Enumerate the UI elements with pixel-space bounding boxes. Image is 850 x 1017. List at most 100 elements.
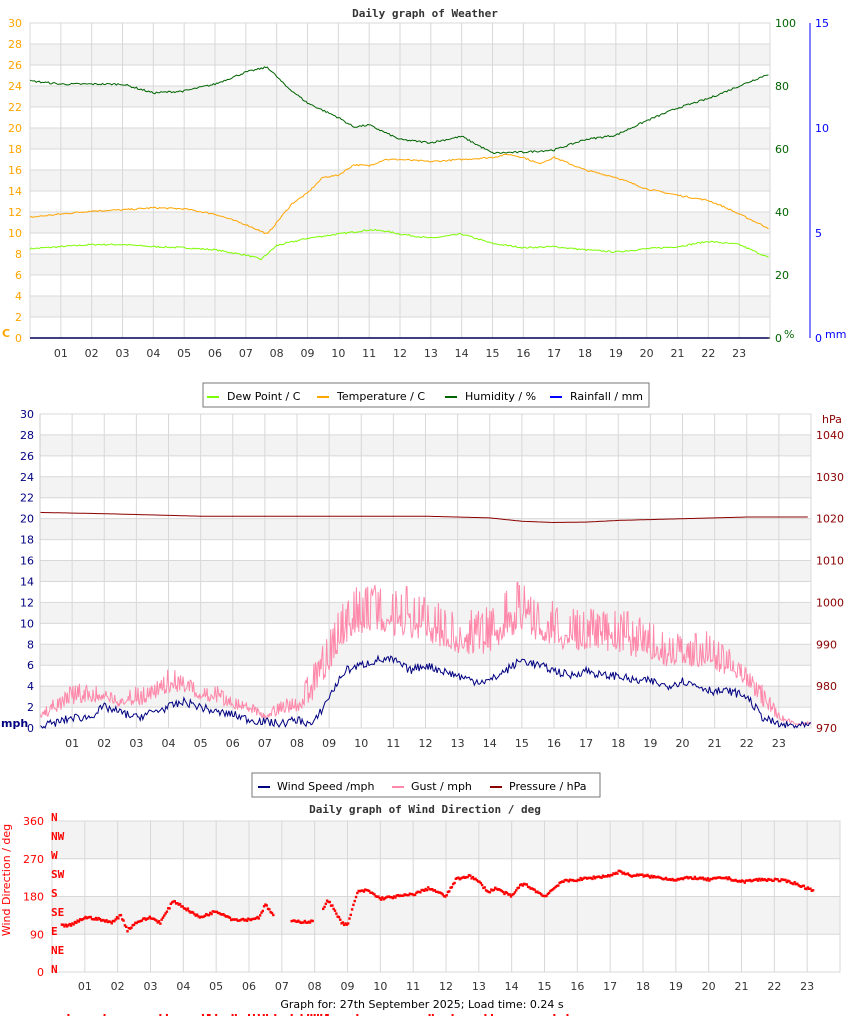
y-tick-label-rain: 5	[815, 227, 822, 240]
direction-point	[580, 878, 584, 882]
direction-point	[411, 893, 414, 896]
direction-point	[86, 916, 90, 919]
direction-point	[679, 877, 682, 880]
direction-point	[60, 923, 64, 926]
direction-point	[239, 918, 242, 922]
direction-point	[61, 923, 65, 926]
direction-point	[629, 874, 632, 877]
direction-point	[223, 914, 226, 917]
direction-point	[245, 919, 249, 923]
event-marker	[165, 1014, 168, 1016]
direction-point	[802, 884, 806, 887]
direction-point	[92, 917, 95, 921]
direction-point	[554, 885, 557, 889]
direction-point	[785, 880, 789, 884]
x-tick-label: 09	[301, 347, 315, 360]
direction-point	[201, 915, 204, 919]
direction-point	[717, 876, 720, 879]
direction-point	[156, 921, 159, 924]
direction-point	[293, 919, 296, 922]
direction-point	[135, 921, 138, 925]
direction-point	[626, 872, 630, 875]
direction-point	[614, 871, 618, 875]
direction-point	[730, 879, 733, 882]
direction-point	[692, 877, 695, 881]
direction-point	[295, 920, 299, 923]
direction-point	[109, 920, 112, 924]
direction-point	[122, 919, 125, 922]
direction-point	[241, 917, 245, 921]
direction-point	[696, 877, 699, 881]
direction-point	[793, 881, 796, 884]
direction-point	[121, 918, 124, 921]
direction-point	[547, 891, 551, 895]
direction-point	[432, 889, 435, 892]
direction-point	[603, 875, 606, 878]
direction-point	[134, 921, 137, 925]
x-tick-label: 07	[258, 737, 272, 750]
direction-point	[184, 907, 187, 910]
direction-point	[497, 888, 501, 891]
direction-point	[89, 915, 92, 919]
direction-point	[332, 907, 335, 911]
direction-point	[67, 923, 70, 927]
direction-point	[331, 904, 334, 907]
direction-point	[416, 890, 419, 894]
direction-point	[343, 923, 346, 927]
direction-point	[528, 886, 531, 889]
direction-point	[688, 876, 691, 879]
direction-point	[340, 922, 343, 925]
direction-point	[638, 873, 641, 876]
direction-point	[160, 918, 163, 921]
event-marker	[262, 1014, 265, 1016]
direction-point	[748, 878, 752, 882]
direction-point	[138, 920, 141, 923]
direction-point	[673, 878, 677, 882]
x-tick-label: 08	[290, 737, 304, 750]
direction-point	[537, 891, 540, 894]
direction-point	[572, 879, 576, 882]
y-tick-label-temp: 8	[15, 248, 22, 261]
direction-point	[733, 879, 736, 882]
direction-point	[167, 907, 170, 910]
y-tick-label-rain: 0	[815, 332, 822, 345]
direction-point	[255, 916, 258, 920]
y-tick-label-wind: 16	[20, 555, 34, 568]
x-tick-label: 15	[538, 980, 552, 993]
direction-point	[427, 886, 430, 889]
direction-point	[396, 894, 400, 897]
direction-point	[161, 916, 165, 919]
direction-point	[463, 876, 467, 879]
chart3-ylabel: Wind Direction / deg	[0, 824, 13, 936]
direction-point	[452, 882, 455, 886]
direction-point	[583, 876, 586, 879]
direction-point	[776, 878, 779, 881]
y-tick-label-wind: 4	[27, 680, 34, 693]
direction-point	[93, 918, 96, 921]
direction-point	[211, 910, 215, 913]
direction-point	[760, 877, 764, 881]
direction-point	[258, 914, 262, 917]
direction-point	[381, 896, 384, 899]
direction-point	[90, 917, 94, 921]
direction-point	[605, 875, 609, 878]
direction-point	[235, 918, 238, 921]
direction-point	[687, 877, 690, 880]
direction-point	[810, 889, 813, 892]
direction-point	[149, 917, 153, 920]
direction-point	[101, 918, 104, 922]
legend-swatch-rainfall	[550, 396, 562, 398]
direction-point	[462, 875, 465, 879]
direction-point	[348, 917, 351, 920]
x-tick-label: 20	[640, 347, 654, 360]
direction-point	[127, 926, 131, 930]
direction-point	[185, 908, 188, 912]
direction-point	[307, 920, 310, 923]
direction-point	[756, 879, 760, 882]
direction-point	[117, 917, 120, 920]
y-tick-label-wind: 30	[20, 408, 34, 421]
direction-point	[487, 890, 490, 894]
chart2-legend: Wind Speed /mph Gust / mph Pressure / hP…	[251, 772, 601, 798]
x-tick-label: 23	[800, 980, 814, 993]
direction-point	[72, 923, 75, 926]
